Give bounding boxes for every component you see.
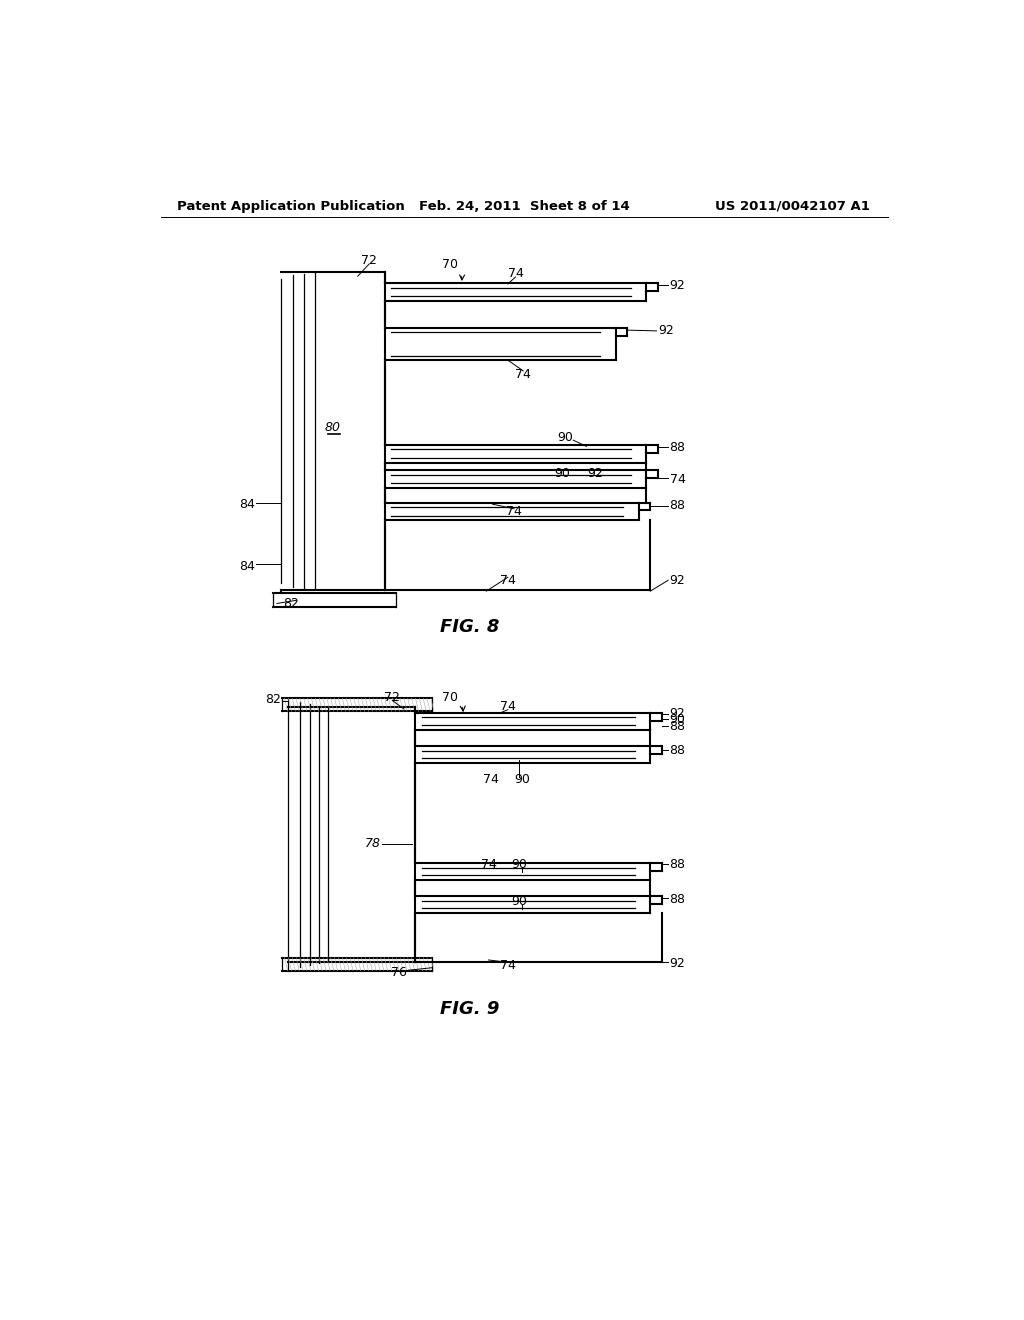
Text: Patent Application Publication: Patent Application Publication [177,199,404,213]
Text: 74: 74 [508,268,523,280]
Text: 90: 90 [511,895,527,908]
Text: 82: 82 [283,597,299,610]
Text: 88: 88 [670,721,685,733]
Text: 72: 72 [384,690,400,704]
Text: Feb. 24, 2011  Sheet 8 of 14: Feb. 24, 2011 Sheet 8 of 14 [420,199,630,213]
Text: 92: 92 [670,279,685,292]
Text: 70: 70 [442,690,465,711]
Text: 74: 74 [500,574,516,587]
Text: 84: 84 [240,560,255,573]
Text: 90: 90 [514,774,529,787]
Text: 74: 74 [515,367,531,380]
Text: 92: 92 [670,957,685,970]
Text: 74: 74 [483,774,499,787]
Text: 74: 74 [500,958,516,972]
Text: 88: 88 [670,499,685,512]
Text: 74: 74 [670,473,685,486]
Text: 92: 92 [670,708,685,721]
Text: 82: 82 [265,693,282,706]
Text: 74: 74 [506,506,522,519]
Text: 90: 90 [558,430,573,444]
Text: 84: 84 [240,499,255,511]
Text: 88: 88 [670,858,685,871]
Text: 88: 88 [670,892,685,906]
Text: 92: 92 [658,325,674,338]
Text: 74: 74 [500,700,516,713]
Text: FIG. 8: FIG. 8 [439,618,499,635]
Text: 74: 74 [480,858,497,871]
Text: 90: 90 [554,467,569,480]
Text: 88: 88 [670,441,685,454]
Text: 70: 70 [442,259,465,280]
Text: 72: 72 [361,255,377,268]
Text: 92: 92 [670,574,685,587]
Text: 80: 80 [325,421,341,434]
Text: 90: 90 [511,858,527,871]
Text: 92: 92 [587,467,603,480]
Text: FIG. 9: FIG. 9 [439,1001,499,1018]
Text: 76: 76 [390,966,407,979]
Text: 90: 90 [670,713,685,726]
Text: 88: 88 [670,744,685,758]
Text: US 2011/0042107 A1: US 2011/0042107 A1 [715,199,869,213]
Text: 78: 78 [365,837,381,850]
